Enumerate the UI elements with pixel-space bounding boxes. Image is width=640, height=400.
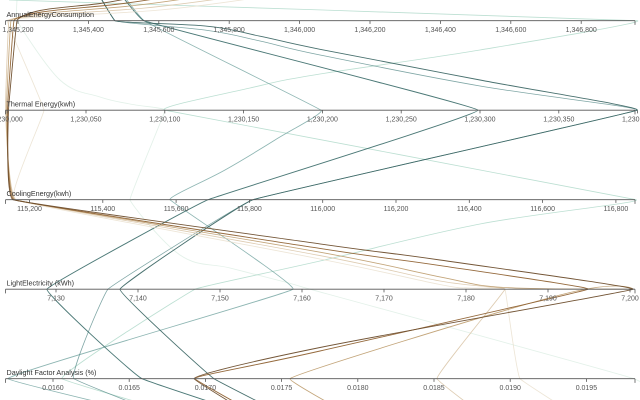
- svg-text:1,230,200: 1,230,200: [307, 117, 338, 124]
- svg-text:1,230,300: 1,230,300: [464, 117, 495, 124]
- svg-text:0.0190: 0.0190: [499, 385, 521, 392]
- svg-text:LightElectricity (kWh): LightElectricity (kWh): [7, 279, 75, 288]
- svg-text:116,000: 116,000: [310, 206, 335, 213]
- svg-text:1,230,250: 1,230,250: [386, 117, 417, 124]
- svg-text:1,346,000: 1,346,000: [284, 27, 315, 34]
- svg-text:1,230,100: 1,230,100: [149, 117, 180, 124]
- svg-text:Thermal Energy(kwh): Thermal Energy(kwh): [7, 100, 76, 109]
- svg-text:0.0180: 0.0180: [347, 385, 369, 392]
- svg-text:0.0170: 0.0170: [195, 385, 217, 392]
- svg-text:0.0185: 0.0185: [423, 385, 445, 392]
- svg-text:1,346,200: 1,346,200: [354, 27, 385, 34]
- svg-text:115,200: 115,200: [17, 206, 42, 213]
- svg-text:7,180: 7,180: [457, 296, 475, 303]
- svg-text:7,170: 7,170: [375, 296, 393, 303]
- svg-text:115,600: 115,600: [164, 206, 189, 213]
- svg-text:115,400: 115,400: [90, 206, 115, 213]
- svg-text:0.0175: 0.0175: [271, 385, 293, 392]
- svg-text:115,800: 115,800: [237, 206, 262, 213]
- svg-text:1,230,400: 1,230,400: [622, 117, 640, 124]
- svg-text:1,230,050: 1,230,050: [70, 117, 101, 124]
- svg-text:116,800: 116,800: [604, 206, 629, 213]
- svg-text:1,230,000: 1,230,000: [0, 117, 23, 124]
- svg-text:7,150: 7,150: [211, 296, 229, 303]
- svg-text:1,230,150: 1,230,150: [228, 117, 259, 124]
- svg-text:Daylight Factor Analysis (%): Daylight Factor Analysis (%): [7, 368, 97, 377]
- svg-text:1,345,400: 1,345,400: [73, 27, 104, 34]
- svg-text:1,345,200: 1,345,200: [2, 27, 33, 34]
- svg-text:1,345,600: 1,345,600: [143, 27, 174, 34]
- svg-text:AnnualEnergyConsumption: AnnualEnergyConsumption: [7, 10, 95, 19]
- svg-text:7,160: 7,160: [293, 296, 311, 303]
- svg-text:116,200: 116,200: [384, 206, 409, 213]
- svg-text:0.0160: 0.0160: [42, 385, 64, 392]
- svg-text:1,346,400: 1,346,400: [425, 27, 456, 34]
- svg-text:1,346,800: 1,346,800: [566, 27, 597, 34]
- svg-text:0.0165: 0.0165: [118, 385, 140, 392]
- svg-text:116,400: 116,400: [457, 206, 482, 213]
- svg-text:1,345,800: 1,345,800: [214, 27, 245, 34]
- svg-text:116,600: 116,600: [530, 206, 555, 213]
- svg-text:7,130: 7,130: [47, 296, 65, 303]
- svg-text:1,346,600: 1,346,600: [495, 27, 526, 34]
- svg-text:1,230,350: 1,230,350: [543, 117, 574, 124]
- svg-text:7,190: 7,190: [539, 296, 557, 303]
- svg-text:CoolingEnergy(kwh): CoolingEnergy(kwh): [7, 189, 72, 198]
- svg-text:7,200: 7,200: [621, 296, 639, 303]
- svg-text:7,140: 7,140: [129, 296, 147, 303]
- svg-text:0.0195: 0.0195: [576, 385, 598, 392]
